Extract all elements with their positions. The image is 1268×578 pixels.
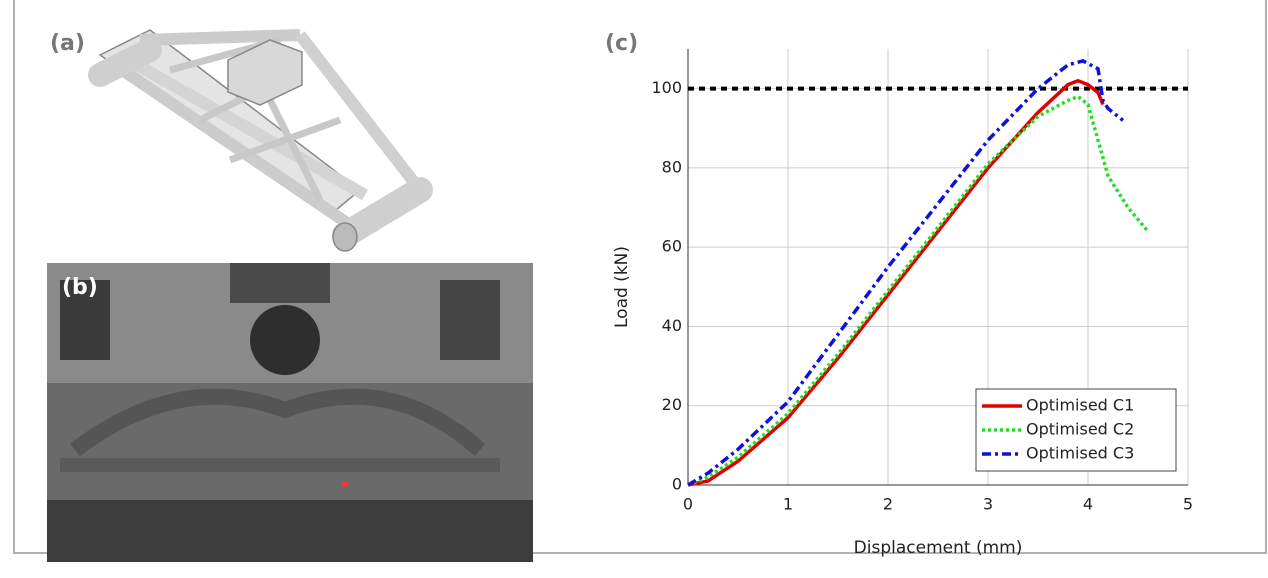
panel-label: (b) (62, 275, 98, 300)
y-tick-label: 60 (662, 237, 682, 256)
x-axis-label: Displacement (mm) (854, 538, 1023, 558)
x-tick-label: 5 (1183, 495, 1193, 514)
y-axis-label: Load (kN) (612, 246, 632, 328)
x-tick-label: 1 (783, 495, 793, 514)
legend-label: Optimised C1 (1026, 396, 1134, 415)
legend-box (975, 388, 1177, 472)
x-tick-label: 2 (883, 495, 893, 514)
x-tick-label: 3 (983, 495, 993, 514)
y-tick-label: 100 (651, 78, 682, 97)
legend-label: Optimised C2 (1026, 420, 1134, 439)
y-tick-label: 40 (662, 316, 682, 335)
x-tick-label: 0 (683, 495, 693, 514)
series-line (687, 59, 1125, 487)
y-tick-label: 0 (672, 475, 682, 494)
panel-label: (a) (50, 31, 85, 56)
legend-label: Optimised C3 (1026, 444, 1134, 463)
x-tick-label: 4 (1083, 495, 1093, 514)
y-tick-label: 80 (662, 157, 682, 176)
series-line (687, 78, 1105, 487)
frame (13, 0, 1267, 554)
y-tick-label: 20 (662, 395, 682, 414)
test-photo (47, 263, 533, 562)
truss-render (88, 29, 433, 252)
series-line (687, 94, 1150, 487)
panel-label: (c) (605, 31, 638, 56)
